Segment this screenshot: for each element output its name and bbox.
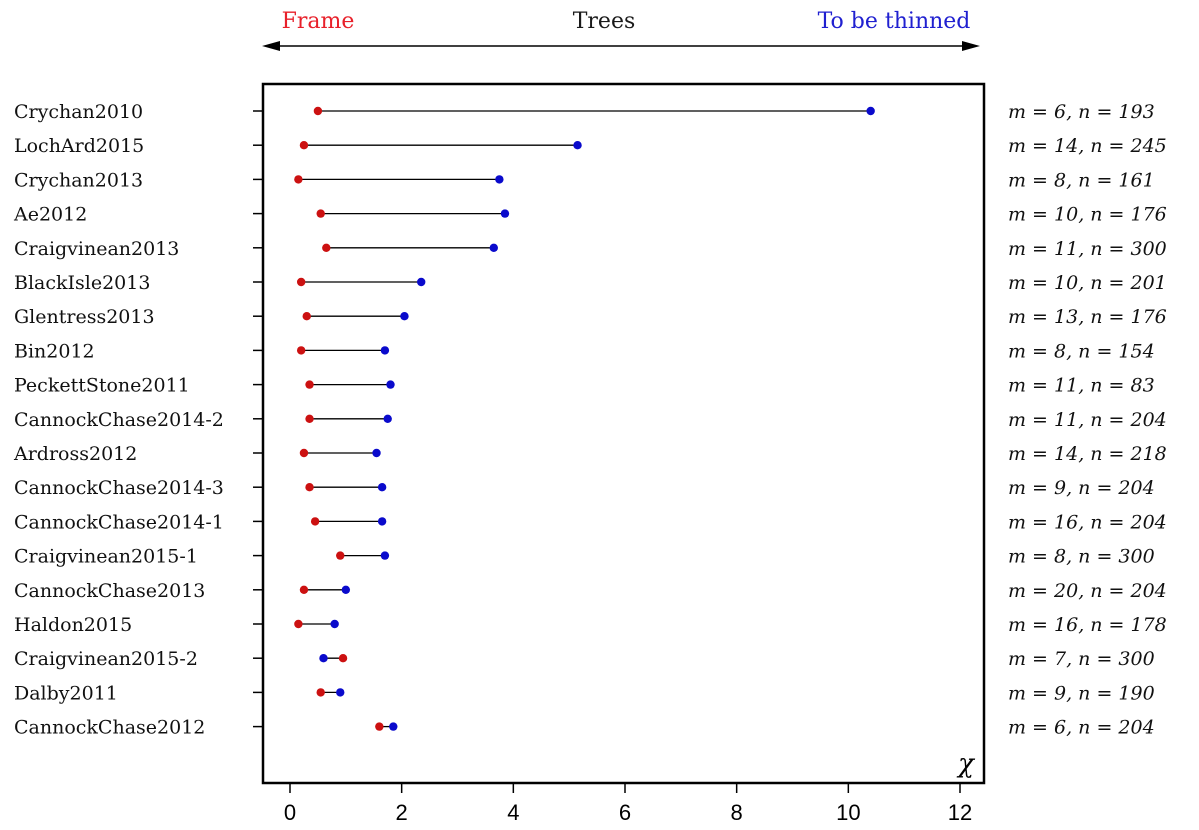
row-annotation: m = 20, n = 204 [1008,580,1167,602]
x-tick-label: 2 [396,800,408,825]
thinned-point [377,483,387,492]
row-annotation: m = 11, n = 83 [1008,375,1155,397]
header-trees-label: Trees [573,9,636,34]
row-label: Dalby2011 [14,682,118,704]
row-annotation: m = 6, n = 193 [1008,101,1155,123]
row-annotation: m = 11, n = 300 [1008,238,1167,260]
thinned-point [573,141,582,150]
row-annotation: m = 7, n = 300 [1008,648,1155,670]
thinned-point [417,277,426,287]
thinned-point [380,346,390,355]
x-tick-label: 6 [619,800,631,825]
thinned-point [380,551,390,560]
header-arrow-right-head [962,41,980,51]
row-annotation: m = 10, n = 201 [1008,272,1167,294]
row-label: Bin2012 [14,340,95,362]
header-frame-label: Frame [282,9,355,34]
thinned-point [495,175,504,184]
row-annotation: m = 8, n = 300 [1008,546,1155,568]
thinned-point [341,585,351,594]
row-label: CannockChase2014-1 [14,511,224,533]
thinned-point [400,312,409,321]
frame-point [305,380,314,389]
row-annotation: m = 6, n = 204 [1008,717,1155,739]
frame-point [299,141,309,150]
row-label: BlackIsle2013 [14,272,150,294]
row-annotation: m = 16, n = 204 [1008,511,1167,533]
thinned-point [386,380,395,389]
row-label: Ardross2012 [13,443,137,465]
row-annotation: m = 14, n = 218 [1008,443,1167,465]
thinned-point [866,106,875,116]
frame-point [375,722,384,731]
row-label: Haldon2015 [14,614,132,636]
row-label: LochArd2015 [14,135,144,157]
row-label: CannockChase2012 [14,717,205,739]
row-annotation: m = 11, n = 204 [1008,409,1167,431]
thinned-point [336,688,345,697]
thinned-point [319,654,328,663]
frame-point [294,619,303,629]
x-tick-label: 12 [948,800,972,825]
header-thinned-label: To be thinned [818,9,971,34]
x-tick-label: 10 [836,800,860,825]
row-label: Crychan2013 [14,169,143,191]
x-tick-label: 4 [507,800,519,825]
frame-point [305,483,314,492]
frame-point [310,517,320,526]
frame-point [302,312,311,321]
row-annotation: m = 9, n = 204 [1008,477,1155,499]
row-annotation: m = 9, n = 190 [1008,682,1155,704]
x-axis: 0 2 4 6 8 10 12 [284,783,972,825]
row-label: Craigvinean2015-2 [14,648,198,670]
row-label: Glentress2013 [14,306,155,328]
thinned-point [389,722,398,731]
thinned-point [500,209,510,218]
row-label: CannockChase2014-3 [14,477,224,499]
row-annotation: m = 8, n = 161 [1008,169,1155,191]
row-label: CannockChase2014-2 [14,409,224,431]
frame-point [316,209,325,218]
row-label: Craigvinean2013 [14,238,179,260]
row-label: Crychan2010 [14,101,143,123]
row-label: CannockChase2013 [14,580,205,602]
frame-point [338,654,348,663]
row-annotation: m = 16, n = 178 [1008,614,1167,636]
frame-point [336,551,345,560]
frame-point [299,448,309,458]
frame-point [294,175,303,184]
plot-frame [261,82,986,785]
thinned-point [377,517,387,526]
thinned-point [330,619,339,629]
frame-point [322,243,331,252]
header-arrow-left-head [262,41,280,51]
row-annotation: m = 13, n = 176 [1008,306,1167,328]
frame-point [316,688,325,697]
frame-point [305,414,314,423]
frame-point [296,346,306,355]
row-annotation: m = 14, n = 245 [1008,135,1167,157]
x-axis-label: χ [956,749,976,779]
row-annotation: m = 10, n = 176 [1008,204,1167,226]
x-tick-label: 0 [284,800,296,825]
thinned-point [372,448,381,458]
frame-point [299,585,309,594]
frame-point [296,277,306,287]
x-tick-label: 8 [731,800,743,825]
row-label: Ae2012 [13,204,87,226]
frame-point [313,106,323,116]
thinned-point [489,243,498,252]
thinned-point [383,414,392,423]
chart-rows: Crychan2010 m = 6, n = 193 LochArd2015 m = … [13,101,1167,739]
row-annotation: m = 8, n = 154 [1008,340,1155,362]
row-label: PeckettStone2011 [14,375,190,397]
row-label: Craigvinean2015-1 [14,546,198,568]
